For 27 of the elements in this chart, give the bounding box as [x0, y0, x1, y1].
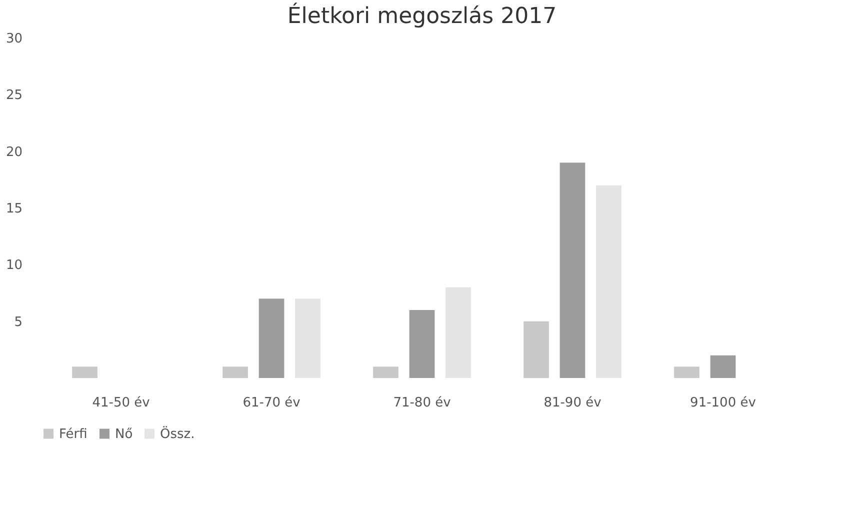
y-tick-label: 5 [14, 314, 22, 330]
y-tick-label: 15 [6, 202, 22, 216]
bar [710, 355, 736, 378]
y-tick-label: 25 [6, 88, 22, 104]
bar [222, 366, 248, 378]
legend-label: Férfi [59, 426, 88, 442]
chart-title: Életkori megoszlás 2017 [287, 2, 557, 29]
bar [258, 298, 284, 378]
bar [596, 185, 622, 378]
x-tick-label: 61-70 év [242, 396, 301, 410]
bar [409, 310, 435, 378]
bar [446, 287, 471, 378]
bar [560, 162, 586, 378]
x-tick-label: 41-50 év [92, 396, 150, 410]
x-tick-label: 81-90 év [544, 396, 602, 410]
bar [72, 366, 98, 378]
legend-label: Össz. [160, 426, 195, 442]
x-tick-label: 71-80 év [393, 396, 452, 410]
bar [524, 321, 549, 378]
bar [674, 366, 700, 378]
y-tick-label: 30 [6, 32, 22, 46]
y-tick-label: 20 [6, 144, 22, 160]
bar [295, 298, 320, 378]
bar [373, 366, 398, 378]
x-tick-label: 91-100 év [690, 396, 756, 410]
y-tick-label: 10 [6, 258, 22, 274]
legend-label: Nő [115, 426, 133, 442]
